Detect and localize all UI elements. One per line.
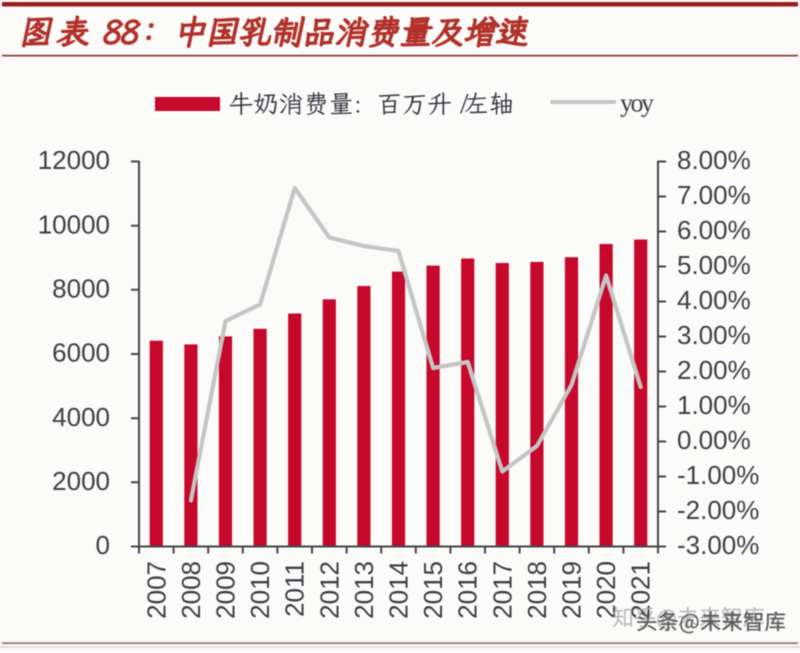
svg-text:2019: 2019 [557, 561, 587, 619]
svg-text:0: 0 [96, 530, 110, 560]
svg-text:7.00%: 7.00% [677, 180, 751, 210]
svg-text:6000: 6000 [52, 338, 110, 368]
svg-text:6.00%: 6.00% [677, 215, 751, 245]
svg-text:-2.00%: -2.00% [677, 495, 759, 525]
svg-text:8.00%: 8.00% [677, 145, 751, 175]
svg-text:2012: 2012 [314, 561, 344, 619]
svg-text:-3.00%: -3.00% [677, 530, 759, 560]
svg-text:2014: 2014 [384, 561, 414, 619]
svg-text:2018: 2018 [522, 561, 552, 619]
svg-text:5.00%: 5.00% [677, 250, 751, 280]
svg-text:1.00%: 1.00% [677, 390, 751, 420]
svg-text:4000: 4000 [52, 402, 110, 432]
svg-text:2013: 2013 [349, 561, 379, 619]
svg-text:2009: 2009 [211, 561, 241, 619]
svg-text:2008: 2008 [176, 561, 206, 619]
svg-text:10000: 10000 [38, 209, 110, 239]
svg-text:2000: 2000 [52, 466, 110, 496]
svg-text:2.00%: 2.00% [677, 355, 751, 385]
svg-text:2010: 2010 [245, 561, 275, 619]
svg-text:2017: 2017 [487, 561, 517, 619]
svg-text:yoy: yoy [620, 89, 654, 118]
svg-text:12000: 12000 [38, 145, 110, 175]
svg-text:2007: 2007 [141, 561, 171, 619]
svg-text:-1.00%: -1.00% [677, 460, 759, 490]
svg-text:2016: 2016 [453, 561, 483, 619]
svg-text:2011: 2011 [280, 561, 310, 617]
svg-text:2015: 2015 [418, 561, 448, 619]
svg-text:4.00%: 4.00% [677, 285, 751, 315]
svg-text:3.00%: 3.00% [677, 320, 751, 350]
svg-text:8000: 8000 [52, 274, 110, 304]
svg-text:0.00%: 0.00% [677, 425, 751, 455]
